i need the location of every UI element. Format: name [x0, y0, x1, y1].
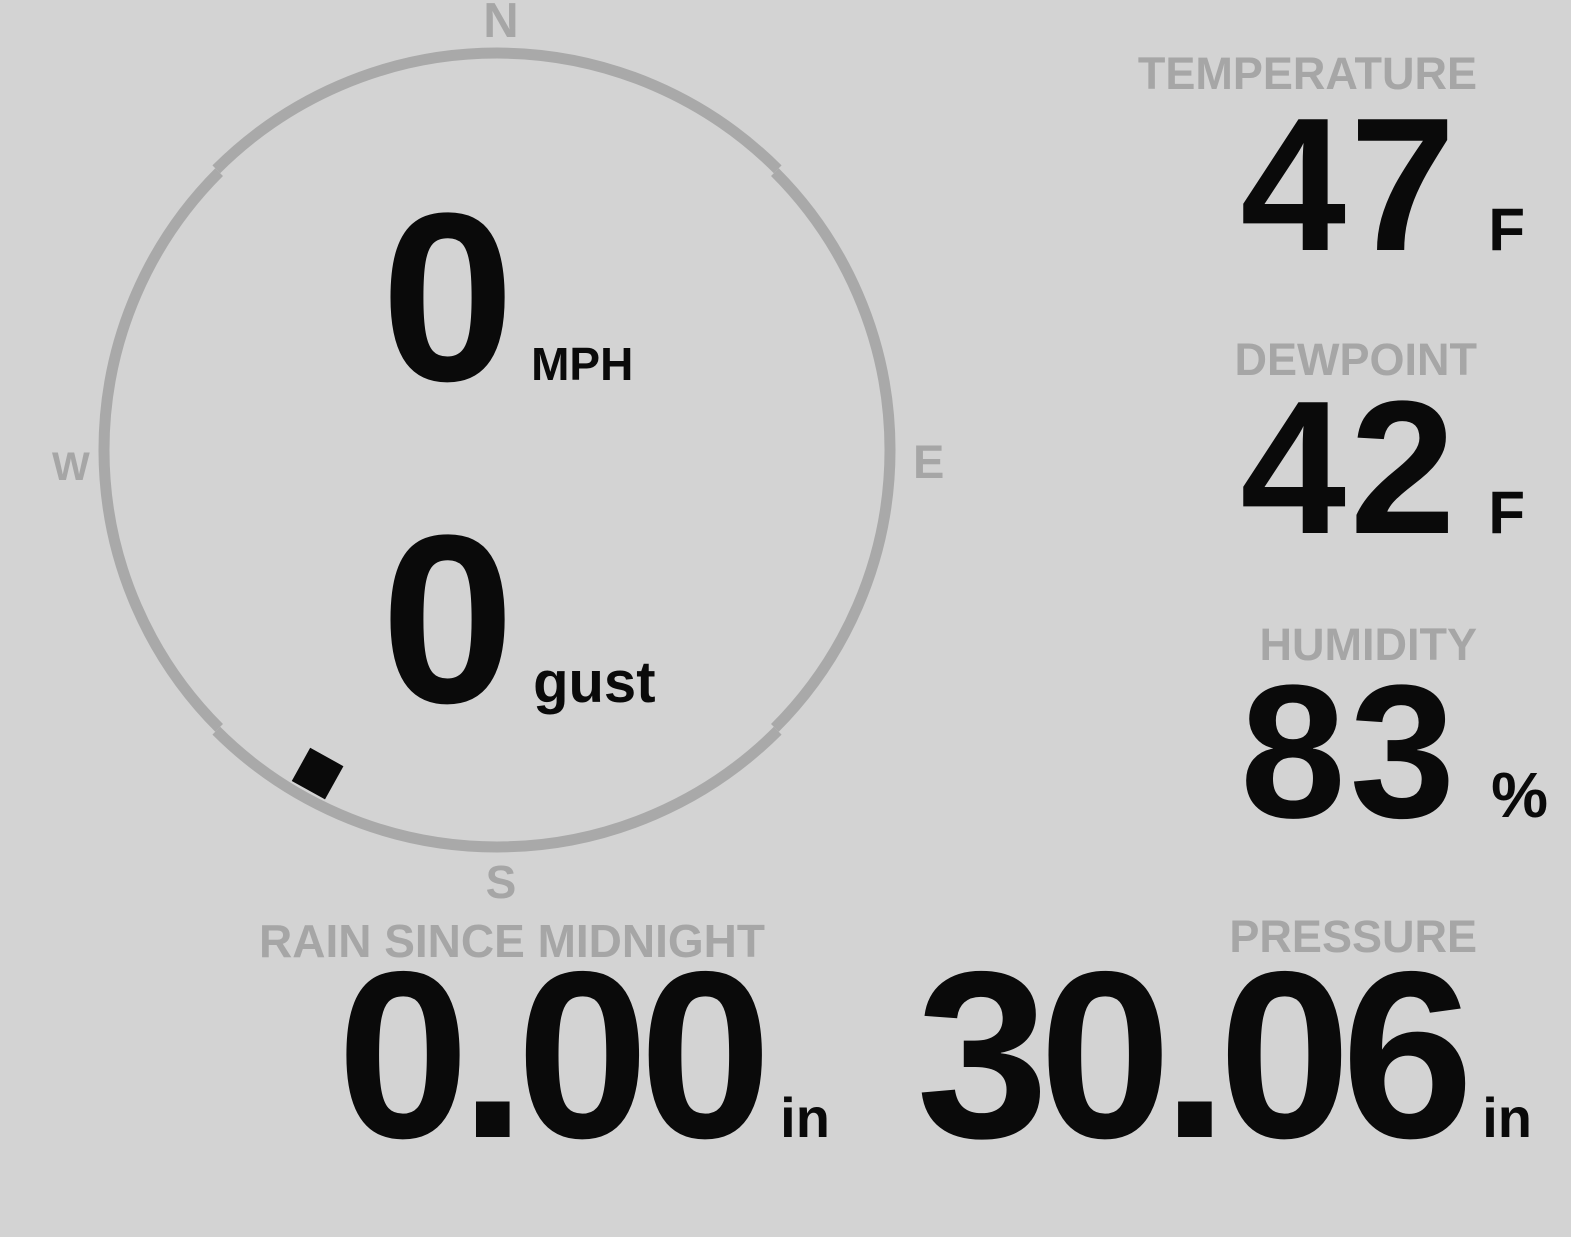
rain-value: 0.00	[337, 923, 772, 1188]
compass-ring-arc-south	[212, 726, 782, 853]
humidity-label: HUMIDITY	[1259, 619, 1478, 670]
wind-speed-readout: 0 MPH	[381, 177, 633, 417]
compass-ring	[98, 47, 896, 853]
wind-speed-value: 0	[381, 163, 514, 431]
wind-direction-marker	[291, 747, 344, 800]
wind-gust-readout: 0 gust	[381, 499, 656, 739]
temperature-label: TEMPERATURE	[1137, 48, 1477, 99]
temperature-value: 47	[1240, 79, 1460, 291]
temperature-readout: 47 F	[1240, 90, 1525, 280]
compass-ring-arc-east	[771, 168, 896, 732]
pressure-value: 30.06	[916, 923, 1474, 1188]
dewpoint-unit: F	[1488, 479, 1525, 546]
rain-label: RAIN SINCE MIDNIGHT	[259, 915, 765, 967]
dewpoint-value: 42	[1240, 362, 1460, 574]
wind-speed-unit: MPH	[531, 338, 634, 390]
wind-gust-value: 0	[381, 485, 514, 753]
humidity-readout: 83 %	[1240, 657, 1548, 847]
rain-readout: 0.00 in	[337, 937, 830, 1175]
temperature-unit: F	[1488, 196, 1525, 263]
rain-unit: in	[780, 1086, 830, 1149]
dewpoint-label: DEWPOINT	[1234, 334, 1478, 385]
compass-south-label: S	[485, 856, 517, 908]
pressure-label: PRESSURE	[1229, 911, 1477, 962]
compass-east-label: E	[913, 435, 945, 488]
compass-ring-arc-west	[98, 168, 223, 732]
dewpoint-readout: 42 F	[1240, 373, 1525, 563]
compass-west-label: W	[52, 445, 90, 489]
humidity-value: 83	[1240, 646, 1460, 858]
pressure-readout: 30.06 in	[916, 937, 1532, 1175]
wind-gust-unit: gust	[533, 650, 656, 715]
wind-compass-gauge	[98, 47, 896, 853]
compass-ring-arc-north	[212, 47, 782, 174]
pressure-unit: in	[1482, 1086, 1532, 1149]
humidity-unit: %	[1491, 759, 1548, 831]
compass-north-label: N	[483, 0, 519, 48]
